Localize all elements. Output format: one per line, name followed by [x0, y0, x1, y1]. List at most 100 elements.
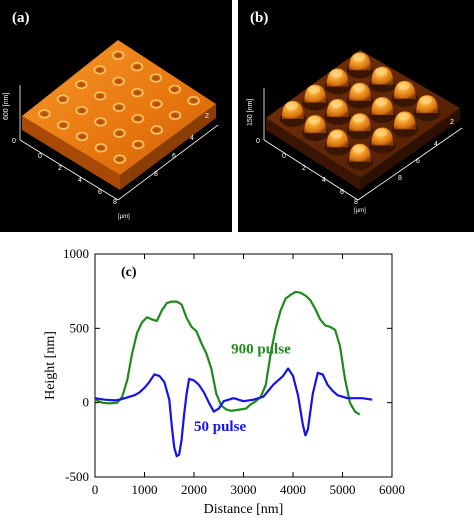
- pit-rim: [94, 91, 107, 101]
- pit-rim: [130, 62, 144, 71]
- y-tick-2: 2: [450, 119, 454, 126]
- bump-highlight: [330, 99, 343, 108]
- pit-array: [37, 50, 201, 165]
- bump-highlight: [353, 144, 365, 153]
- pit-rim: [149, 73, 163, 83]
- afm-surface-b: 150 [nm] 0 0 2 4 6 8 [µm] 2 4 6 8: [247, 50, 463, 214]
- y-tick-6: 6: [172, 153, 176, 160]
- x-tick-2: 2: [58, 165, 62, 172]
- x-axis-line: [19, 139, 119, 201]
- y-tick-label: 1000: [63, 246, 89, 261]
- pit-rim: [75, 79, 88, 89]
- x-tick-4: 4: [78, 177, 82, 184]
- surface-side-right: [120, 104, 216, 190]
- x-axis-label: Distance [nm]: [204, 502, 284, 517]
- pit-rim: [94, 143, 108, 152]
- pit-rim: [131, 87, 144, 97]
- series-line-0: [94, 290, 361, 416]
- z-tick-0: 0: [256, 138, 260, 145]
- bump-highlight: [285, 101, 298, 110]
- x-axis-line: [263, 139, 359, 201]
- x-tick-4: 4: [322, 177, 326, 184]
- bump-highlight: [330, 69, 343, 78]
- x-tick-2: 2: [302, 165, 306, 172]
- pit-rim: [57, 120, 70, 130]
- surface-side-right: [360, 108, 460, 190]
- afm-image-panel-a: 600 [nm] 0 0 2 4 6 8 [µm] 2 4 6 8 (a): [0, 0, 232, 232]
- pit-rim: [75, 105, 88, 115]
- bump-highlight: [375, 128, 388, 137]
- x-tick-label: 6000: [379, 482, 405, 497]
- series-lines: [94, 290, 373, 458]
- pit-rim: [112, 50, 125, 60]
- panel-label-a: (a): [12, 10, 30, 26]
- pit-rim: [187, 96, 200, 105]
- y-tick-label: 500: [70, 320, 90, 335]
- bump-highlight: [353, 53, 365, 62]
- y-axis-label: Height [nm]: [43, 331, 58, 400]
- x-unit-label: [µm]: [354, 208, 366, 214]
- pit-rim: [75, 131, 89, 141]
- pit-rim: [150, 99, 163, 109]
- pit-rim: [56, 94, 69, 104]
- bump-highlight: [353, 114, 365, 123]
- plot-frame: [94, 253, 393, 478]
- x-tick-label: 3000: [231, 482, 257, 497]
- y-axis-line: [117, 124, 219, 201]
- bump-highlight: [420, 96, 433, 105]
- x-tick-6: 6: [98, 189, 102, 196]
- x-tick-label: 2000: [181, 482, 207, 497]
- y-tick-6: 6: [416, 158, 420, 165]
- x-tick-0: 0: [282, 153, 286, 160]
- bump-array: [279, 52, 441, 170]
- z-axis-label: 600 [nm]: [3, 93, 10, 120]
- x-tick-0: 0: [38, 153, 42, 160]
- x-unit-label: [µm]: [118, 214, 130, 220]
- pit-rim: [112, 76, 125, 86]
- pit-rim: [132, 139, 145, 149]
- afm-surface-a: 600 [nm] 0 0 2 4 6 8 [µm] 2 4 6 8: [3, 40, 219, 220]
- bump-highlight: [375, 67, 388, 76]
- surface-side-front: [266, 118, 360, 190]
- y-tick-4: 4: [434, 141, 438, 148]
- pit-rim: [38, 109, 51, 118]
- pit-rim: [131, 113, 144, 123]
- bump-highlight: [308, 85, 321, 94]
- x-tick-8: 8: [354, 199, 358, 206]
- pit-rim: [94, 117, 107, 127]
- z-tick-0: 0: [12, 138, 16, 145]
- bump-highlight: [330, 130, 343, 139]
- panel-label-b: (b): [250, 10, 269, 26]
- bump-highlight: [308, 116, 321, 125]
- pit-rim: [112, 102, 126, 112]
- z-axis-label: 150 [nm]: [247, 99, 254, 126]
- y-tick-label: -500: [65, 469, 89, 484]
- pit-rim: [113, 154, 126, 164]
- y-tick-8: 8: [154, 171, 158, 178]
- afm-image-panel-b: 150 [nm] 0 0 2 4 6 8 [µm] 2 4 6 8 (b): [238, 0, 474, 232]
- pit-rim: [93, 65, 106, 75]
- x-tick-label: 0: [92, 482, 99, 497]
- x-tick-6: 6: [340, 189, 344, 196]
- y-tick-2: 2: [205, 113, 209, 120]
- x-tick-label: 1000: [132, 482, 158, 497]
- x-tick-label: 5000: [330, 482, 356, 497]
- x-tick-8: 8: [113, 199, 117, 206]
- series-line-1: [94, 367, 373, 458]
- y-tick-label: 0: [83, 395, 90, 410]
- pit-rim: [150, 125, 163, 135]
- pit-rim: [113, 128, 126, 138]
- y-tick-8: 8: [398, 175, 402, 182]
- pit-rim: [168, 84, 181, 94]
- series-label-900-pulse: 900 pulse: [231, 342, 291, 358]
- bump-highlight: [353, 83, 365, 92]
- y-axis-line: [357, 127, 463, 201]
- pit-rim: [169, 110, 182, 120]
- series-label-50-pulse: 50 pulse: [194, 419, 246, 435]
- bump-highlight: [375, 98, 388, 107]
- bump-highlight: [397, 112, 410, 121]
- x-tick-label: 4000: [280, 482, 306, 497]
- panel-label-c: (c): [121, 265, 137, 280]
